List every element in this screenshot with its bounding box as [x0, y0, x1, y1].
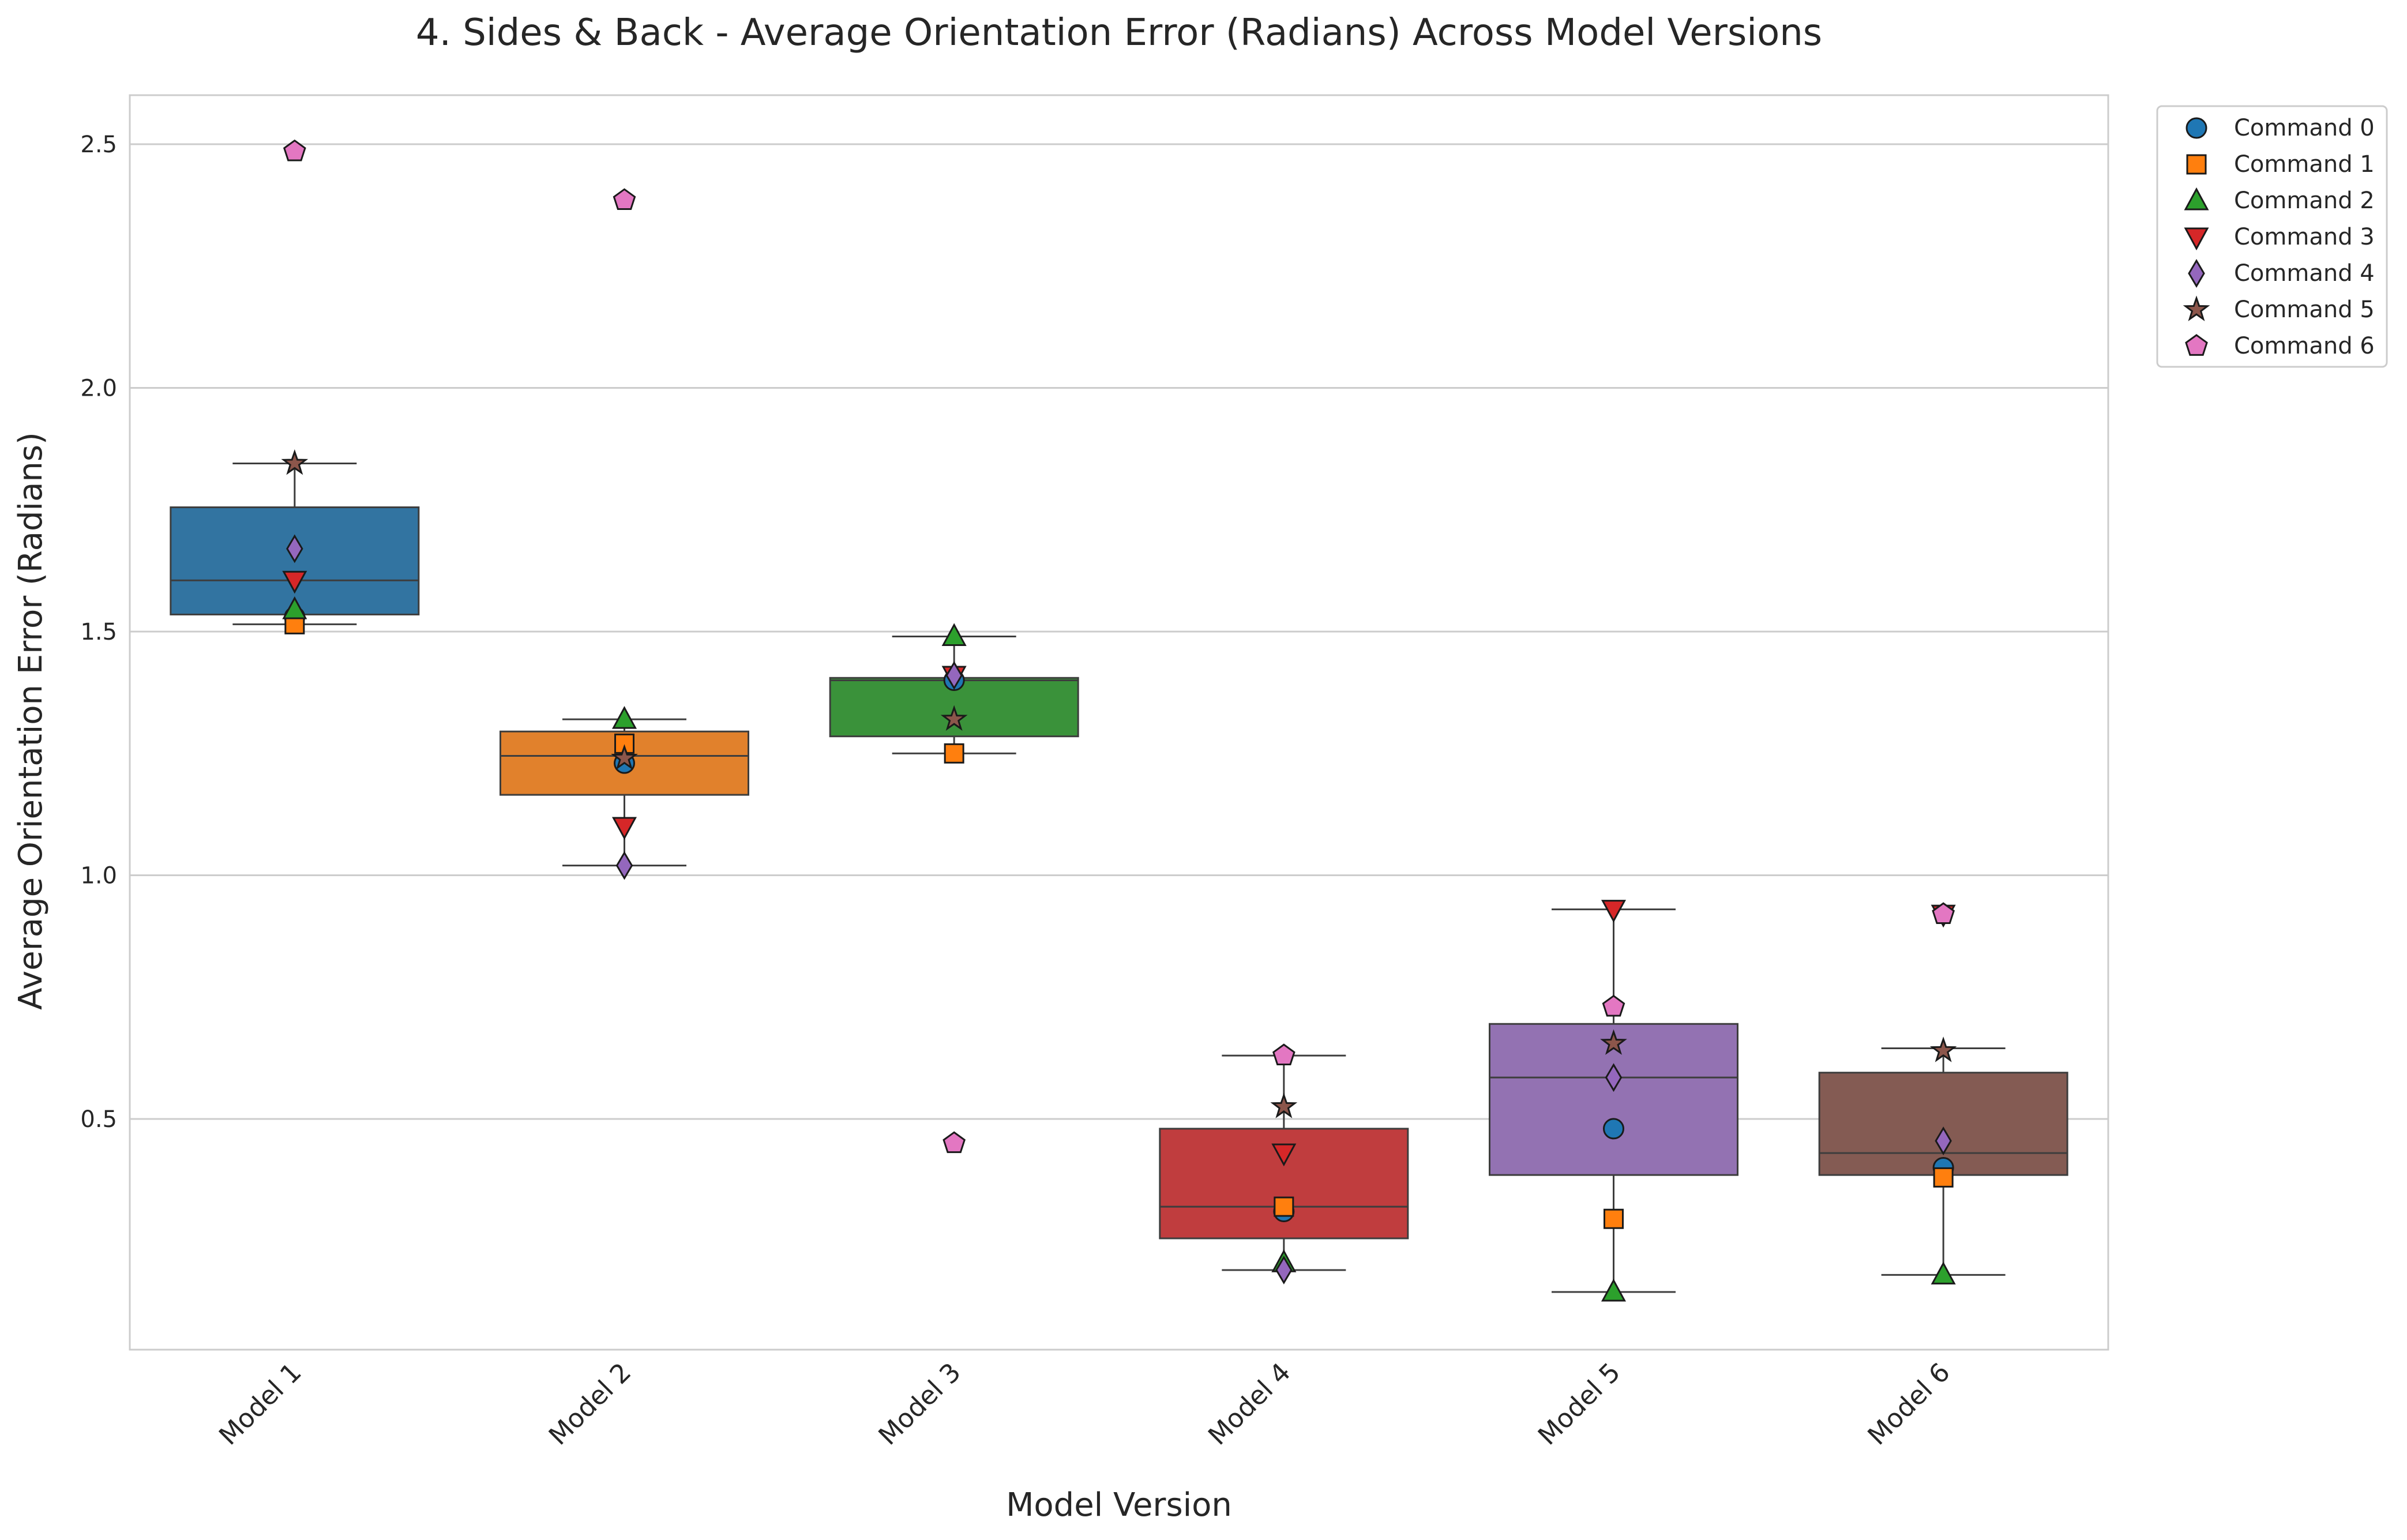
box-body	[1489, 1023, 1738, 1176]
data-point	[613, 188, 636, 211]
legend-item: Command 0	[2186, 115, 2375, 141]
legend-marker	[2186, 117, 2207, 139]
x-tick-label: Model 6	[1862, 1357, 1956, 1451]
data-point	[1271, 1143, 1297, 1167]
legend: Command 0 Command 1 Command 2 Command 3 Comm…	[2156, 105, 2388, 368]
x-tick-label: Model 2	[543, 1357, 637, 1451]
data-point	[1604, 1208, 1624, 1229]
x-tick-label: Model 3	[873, 1357, 967, 1451]
legend-label: Command 4	[2234, 260, 2375, 287]
data-point	[944, 743, 964, 764]
data-point	[1275, 1256, 1293, 1284]
x-tick-label: Model 4	[1202, 1357, 1296, 1451]
x-tick-label: Model 5	[1532, 1357, 1626, 1451]
data-point	[283, 139, 306, 161]
data-point	[941, 623, 967, 646]
data-point	[281, 449, 309, 475]
legend-item: Command 4	[2188, 259, 2375, 288]
x-tick-label: Model 1	[213, 1357, 307, 1451]
data-point	[1935, 1126, 1952, 1155]
data-point	[1602, 994, 1625, 1017]
y-tick-label: 1.0	[80, 863, 117, 889]
legend-label: Command 6	[2234, 333, 2375, 359]
chart-title: 4. Sides & Back - Average Orientation Er…	[416, 12, 1822, 54]
legend-item: Command 1	[2186, 151, 2375, 178]
y-axis-ticks: 0.5 1.0 1.5 2.0 2.5	[80, 132, 117, 1133]
data-point	[1270, 1092, 1298, 1118]
data-point	[940, 705, 968, 731]
data-point	[1931, 1261, 1956, 1284]
x-axis-label: Model Version	[1006, 1486, 1232, 1524]
data-point	[1600, 1029, 1627, 1055]
legend-marker	[2184, 187, 2209, 211]
series-4	[286, 534, 1952, 1284]
legend-frame	[2156, 105, 2388, 368]
legend-label: Command 1	[2234, 151, 2375, 178]
legend-marker	[2183, 295, 2210, 321]
data-point	[1605, 1063, 1623, 1092]
x-axis-ticks: Model 1 Model 2 Model 3 Model 4 Model 5 Model…	[213, 1357, 1956, 1451]
data-point	[286, 534, 303, 564]
legend-label: Command 2	[2234, 187, 2375, 214]
legend-item: Command 3	[2184, 224, 2375, 251]
legend-label: Command 3	[2234, 224, 2375, 250]
plot-background	[130, 95, 2108, 1350]
y-tick-label: 2.0	[80, 375, 117, 402]
legend-label: Command 5	[2234, 296, 2375, 323]
y-tick-label: 0.5	[80, 1106, 117, 1133]
y-tick-label: 2.5	[80, 132, 117, 158]
data-point	[611, 744, 638, 770]
series-6	[283, 139, 1955, 1154]
legend-marker	[2184, 227, 2209, 251]
data-point	[611, 705, 637, 729]
series-5	[281, 449, 1957, 1118]
y-tick-label: 1.5	[80, 619, 117, 645]
y-axis-label: Average Orientation Error (Radians)	[12, 432, 50, 1010]
data-point	[282, 570, 307, 594]
legend-item: Command 6	[2185, 333, 2375, 359]
data-point	[1932, 902, 1955, 924]
data-point	[942, 1131, 966, 1154]
legend-item: Command 2	[2184, 187, 2375, 214]
legend-label: Command 0	[2234, 115, 2375, 141]
data-point	[1933, 1167, 1954, 1188]
grid-lines	[130, 143, 2108, 1120]
data-point	[1601, 900, 1627, 923]
legend-marker	[2185, 334, 2208, 356]
data-point	[611, 817, 637, 840]
data-point	[1601, 1278, 1627, 1302]
data-point	[1274, 1196, 1294, 1217]
data-point	[615, 851, 633, 880]
plot-frame	[129, 94, 2109, 1351]
data-point	[1272, 1043, 1296, 1066]
data-point	[945, 661, 963, 690]
box-5	[1489, 908, 1738, 1293]
legend-item: Command 5	[2183, 295, 2375, 323]
data-point	[1929, 1036, 1957, 1062]
legend-marker	[2188, 259, 2205, 288]
data-points	[281, 139, 1957, 1302]
legend-marker	[2186, 154, 2207, 175]
data-point	[1603, 1118, 1624, 1140]
data-point	[282, 596, 307, 619]
